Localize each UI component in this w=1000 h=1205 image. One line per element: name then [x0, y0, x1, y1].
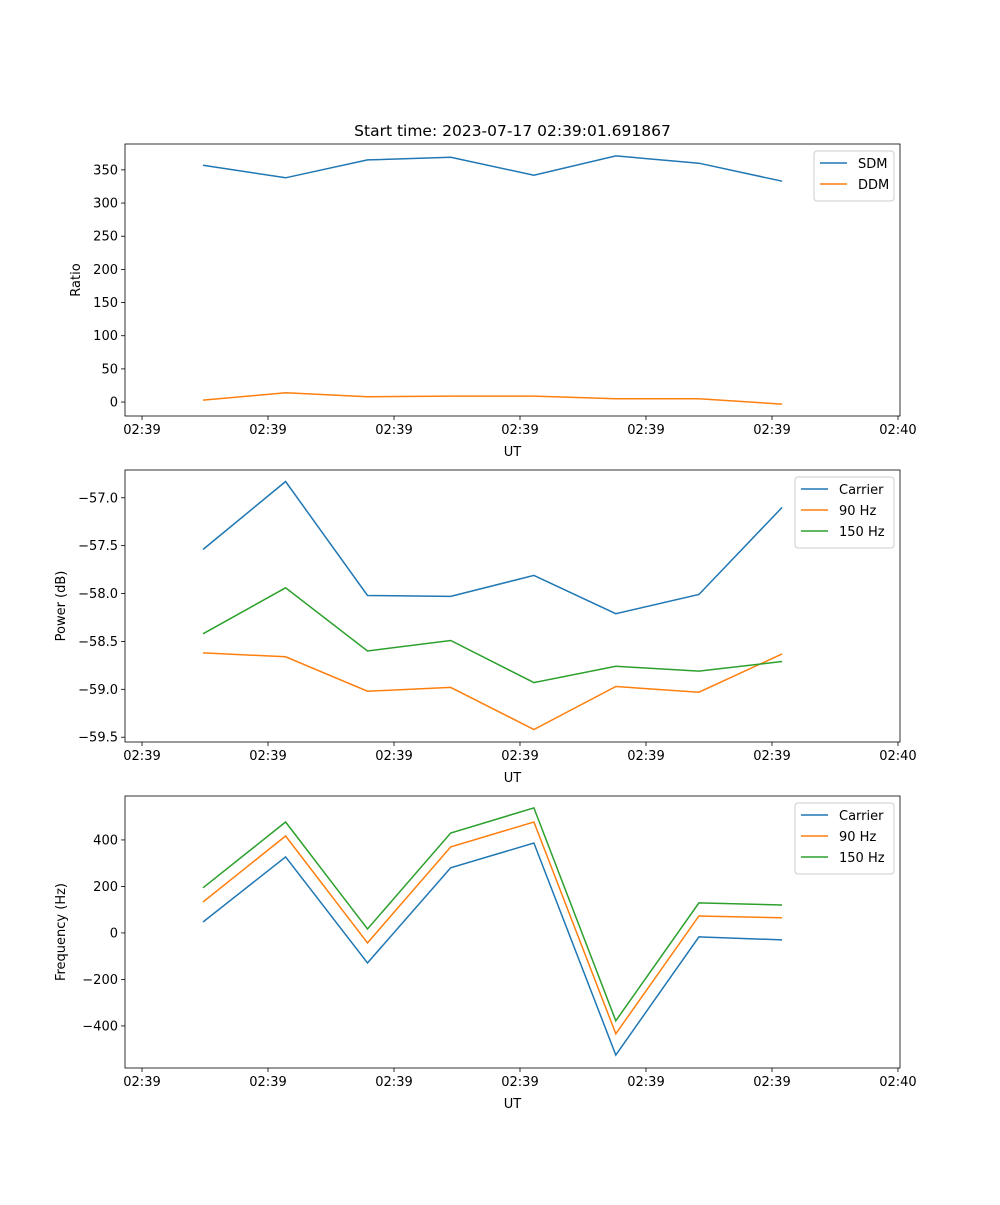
x-tick-label: 02:39 [123, 1075, 160, 1090]
subplot-3: 02:39 02:39 02:39 02:39 02:39 02:39 02:40 −400 −… [54, 795, 917, 1112]
x-tick-label: 02:39 [501, 423, 538, 438]
x-tick-label: 02:39 [375, 749, 412, 764]
legend-label: 90 Hz [839, 504, 876, 519]
series-line-carrier [202, 480, 783, 615]
y-tick-label: 200 [93, 880, 118, 895]
y-tick-label: 200 [93, 263, 118, 278]
y-tick-label: −59.0 [78, 683, 118, 698]
y-tick-label: 400 [93, 833, 118, 848]
x-tick-label: 02:39 [627, 423, 664, 438]
series-line-90-hz [202, 652, 783, 731]
y-axis-label: Frequency (Hz) [54, 883, 69, 981]
x-tick-label: 02:40 [879, 749, 916, 764]
x-axis-label: UT [504, 771, 522, 786]
series-line-150-hz [202, 586, 783, 684]
series-line-carrier [202, 842, 783, 1057]
x-tick-label: 02:39 [627, 749, 664, 764]
legend-label: 150 Hz [839, 851, 885, 866]
x-tick-label: 02:39 [375, 1075, 412, 1090]
subplot-2: 02:39 02:39 02:39 02:39 02:39 02:39 02:40 −59.5… [54, 469, 917, 786]
series-line-150-hz [202, 806, 783, 1023]
y-tick-label: 350 [93, 163, 118, 178]
legend-label: 90 Hz [839, 830, 876, 845]
y-tick-label: 150 [93, 296, 118, 311]
x-tick-label: 02:39 [501, 749, 538, 764]
legend: SDM DDM [813, 150, 895, 202]
x-tick-label: 02:39 [753, 423, 790, 438]
x-tick-label: 02:39 [753, 749, 790, 764]
legend-label: DDM [858, 178, 889, 193]
legend-label: Carrier [839, 809, 884, 824]
y-axis-label: Ratio [69, 263, 84, 296]
series-line-ddm [202, 392, 783, 405]
axes-frame [124, 143, 901, 417]
x-tick-label: 02:39 [123, 749, 160, 764]
axes-frame [124, 469, 901, 743]
legend-label: SDM [858, 157, 887, 172]
axes-frame [124, 795, 901, 1069]
y-tick-label: 250 [93, 230, 118, 245]
series-line-90-hz [202, 821, 783, 1036]
legend-label: Carrier [839, 483, 884, 498]
y-tick-label: 0 [110, 926, 118, 941]
y-tick-label: 50 [101, 362, 118, 377]
y-tick-label: −58.0 [78, 587, 118, 602]
y-tick-label: −59.5 [78, 731, 118, 746]
legend-label: 150 Hz [839, 525, 885, 540]
x-tick-label: 02:39 [501, 1075, 538, 1090]
y-tick-label: −200 [82, 973, 118, 988]
x-tick-label: 02:39 [753, 1075, 790, 1090]
x-tick-label: 02:39 [249, 423, 286, 438]
legend: Carrier 90 Hz 150 Hz [794, 802, 895, 875]
chart-title: Start time: 2023-07-17 02:39:01.691867 [354, 122, 671, 140]
series-line-sdm [202, 155, 783, 182]
y-tick-label: 100 [93, 329, 118, 344]
subplot-1: 02:39 02:39 02:39 02:39 02:39 02:39 02:40 0 50 10… [69, 122, 917, 460]
legend: Carrier 90 Hz 150 Hz [794, 476, 895, 549]
x-tick-label: 02:40 [879, 1075, 916, 1090]
x-tick-label: 02:39 [375, 423, 412, 438]
y-tick-label: −57.0 [78, 491, 118, 506]
y-tick-label: −57.5 [78, 539, 118, 554]
x-tick-label: 02:40 [879, 423, 916, 438]
y-axis-label: Power (dB) [54, 571, 69, 642]
x-tick-label: 02:39 [249, 749, 286, 764]
x-axis-label: UT [504, 445, 522, 460]
y-tick-label: −400 [82, 1019, 118, 1034]
y-tick-label: 300 [93, 197, 118, 212]
x-tick-label: 02:39 [627, 1075, 664, 1090]
y-tick-label: 0 [110, 396, 118, 411]
x-tick-label: 02:39 [123, 423, 160, 438]
y-tick-label: −58.5 [78, 635, 118, 650]
x-tick-label: 02:39 [249, 1075, 286, 1090]
x-axis-label: UT [504, 1097, 522, 1112]
